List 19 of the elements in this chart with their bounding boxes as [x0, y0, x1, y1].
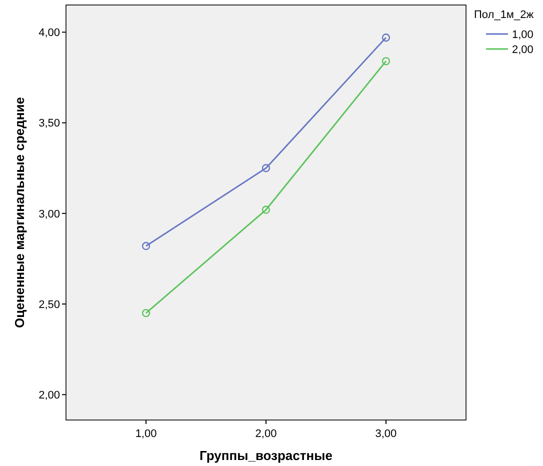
point — [262, 206, 270, 214]
y-tick-label: 3,50 — [38, 118, 60, 130]
point — [382, 34, 390, 42]
point — [142, 242, 150, 250]
y-tick-label: 2,00 — [38, 389, 60, 402]
y-tick-label: 3,00 — [38, 208, 60, 220]
point — [382, 57, 390, 66]
point — [142, 308, 150, 318]
legend-label: 2,00 — [512, 44, 534, 56]
x-tick-label: 3,00 — [375, 428, 397, 440]
point — [262, 164, 270, 172]
x-axis-title: Группы_возрастные — [200, 448, 332, 463]
legend-title: Пол_1м_2ж — [474, 9, 534, 21]
y-tick-label: 4,00 — [38, 27, 60, 40]
y-tick-label: 2,50 — [38, 298, 60, 311]
y-axis-title: Оцененные маргинальные средние — [12, 97, 27, 328]
x-tick-label: 1,00 — [135, 428, 157, 440]
legend-label: 1,00 — [512, 28, 534, 41]
x-tick-label: 2,00 — [255, 428, 277, 440]
